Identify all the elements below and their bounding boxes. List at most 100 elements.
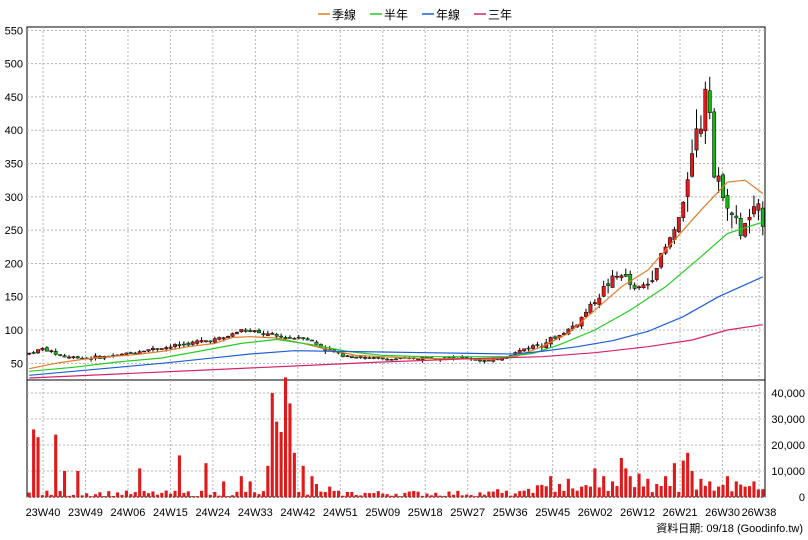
volume-bar bbox=[350, 491, 354, 497]
volume-bar bbox=[76, 471, 80, 497]
candle-body bbox=[358, 356, 363, 359]
volume-bar bbox=[531, 492, 535, 497]
x-tick-label: 26W30 bbox=[705, 507, 740, 519]
candle-body bbox=[526, 347, 531, 350]
candle-body bbox=[588, 303, 593, 314]
candle-body bbox=[531, 345, 535, 349]
candle-body bbox=[234, 332, 239, 335]
candle-body bbox=[729, 212, 734, 216]
volume-bar bbox=[328, 486, 332, 497]
candle-body bbox=[173, 344, 177, 347]
volume-bar bbox=[500, 493, 504, 497]
volume-bar bbox=[646, 478, 650, 497]
candle-body bbox=[535, 344, 540, 346]
volume-bar bbox=[208, 494, 212, 497]
candle-body bbox=[478, 359, 482, 362]
candle-body bbox=[394, 358, 398, 361]
volume-bar bbox=[45, 490, 49, 497]
candle-body bbox=[371, 357, 376, 359]
candle-body bbox=[341, 353, 345, 357]
volume-bar bbox=[169, 493, 173, 497]
price-tick-label: 350 bbox=[5, 159, 23, 171]
volume-bar bbox=[142, 491, 146, 497]
volume-bar bbox=[394, 493, 398, 497]
volume-bar bbox=[376, 491, 380, 497]
candle-body bbox=[36, 349, 40, 354]
volume-bar bbox=[535, 485, 539, 497]
volume-bar bbox=[359, 495, 363, 497]
volume-bar bbox=[420, 495, 425, 497]
candle-body bbox=[288, 337, 292, 339]
ma-line-0 bbox=[29, 179, 764, 370]
volume-bar bbox=[89, 496, 93, 497]
candle-body bbox=[301, 337, 306, 339]
volume-bar bbox=[730, 491, 734, 497]
price-tick-label: 50 bbox=[11, 358, 23, 370]
volume-bar bbox=[146, 493, 151, 497]
volume-bar bbox=[195, 496, 199, 497]
volume-bar bbox=[177, 455, 182, 497]
candle-body bbox=[641, 284, 646, 289]
candle-body bbox=[681, 202, 686, 219]
chart-legend: 季線 半年 年線 三年 bbox=[318, 7, 512, 22]
volume-bar bbox=[363, 492, 367, 497]
volume-bar bbox=[80, 495, 84, 497]
candle-body bbox=[698, 128, 703, 134]
candle-body bbox=[243, 329, 248, 332]
volume-bar bbox=[672, 463, 676, 497]
price-tick-label: 250 bbox=[5, 225, 23, 237]
volume-bar bbox=[151, 491, 155, 497]
candle-body bbox=[226, 336, 231, 338]
volume-bar bbox=[372, 493, 376, 497]
price-tick-label: 300 bbox=[5, 192, 23, 204]
candle-body bbox=[606, 283, 611, 286]
volume-bar bbox=[575, 490, 579, 497]
volume-bar bbox=[703, 485, 707, 497]
volume-bar bbox=[85, 493, 89, 497]
candle-body bbox=[208, 340, 213, 343]
candle-body bbox=[296, 337, 301, 339]
candle-body bbox=[716, 175, 721, 182]
ma-line-2 bbox=[29, 276, 764, 376]
candle-body bbox=[164, 347, 169, 350]
volume-bar bbox=[133, 492, 137, 497]
volume-bar bbox=[540, 484, 544, 497]
volume-bar bbox=[712, 490, 716, 497]
x-tick-label: 26W12 bbox=[620, 507, 655, 519]
volume-bar bbox=[628, 476, 632, 497]
price-tick-label: 400 bbox=[5, 125, 23, 137]
candle-body bbox=[553, 336, 558, 339]
legend-label: 三年 bbox=[488, 8, 512, 22]
volume-bar bbox=[602, 476, 606, 497]
candle-body bbox=[62, 355, 67, 358]
volume-bar bbox=[213, 491, 217, 497]
x-tick-label: 24W33 bbox=[238, 507, 273, 519]
candle-body bbox=[230, 333, 235, 337]
volume-bar bbox=[275, 421, 279, 497]
volume-bar bbox=[681, 460, 685, 497]
candle-body bbox=[159, 348, 164, 350]
x-tick-label: 24W15 bbox=[153, 507, 188, 519]
volume-bar bbox=[717, 486, 721, 497]
volume-bar bbox=[694, 489, 699, 497]
volume-bar bbox=[120, 495, 124, 497]
candle-body bbox=[380, 357, 385, 360]
volume-bar bbox=[93, 494, 98, 497]
volume-bar bbox=[36, 437, 40, 497]
legend-label: 年線 bbox=[436, 7, 460, 22]
volume-bar bbox=[527, 488, 531, 497]
candle-body bbox=[676, 217, 681, 232]
volume-bar bbox=[266, 465, 270, 497]
volume-bar bbox=[734, 481, 738, 497]
candle-body bbox=[221, 337, 226, 340]
volume-bar bbox=[283, 377, 288, 497]
volume-bar bbox=[67, 495, 71, 497]
volume-bar bbox=[588, 486, 592, 497]
volume-bar bbox=[487, 491, 491, 497]
ma-line-3 bbox=[29, 324, 763, 379]
volume-bar bbox=[160, 492, 164, 497]
candle-body bbox=[168, 346, 173, 349]
candle-body bbox=[389, 359, 394, 361]
candle-body bbox=[659, 253, 664, 268]
volume-bar bbox=[297, 491, 301, 497]
